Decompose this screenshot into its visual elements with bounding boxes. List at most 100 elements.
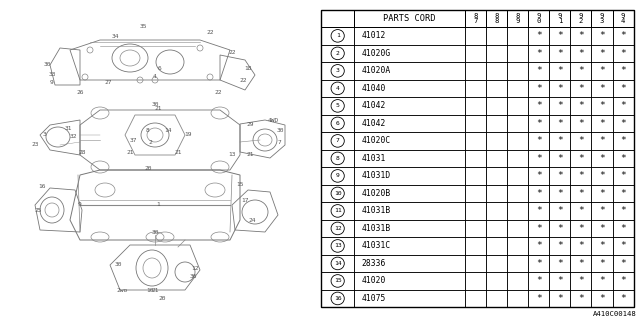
Bar bbox=[570, 115, 591, 132]
Text: *: * bbox=[620, 224, 626, 233]
Text: *: * bbox=[578, 119, 584, 128]
Bar bbox=[486, 10, 507, 27]
Bar bbox=[465, 150, 486, 167]
Text: *: * bbox=[599, 224, 605, 233]
Bar bbox=[507, 27, 528, 44]
Bar bbox=[354, 10, 465, 27]
Bar bbox=[321, 97, 354, 115]
Text: *: * bbox=[557, 294, 563, 303]
Bar bbox=[321, 27, 354, 44]
Text: 27: 27 bbox=[104, 79, 112, 84]
Text: *: * bbox=[536, 154, 541, 163]
Text: 9: 9 bbox=[50, 81, 54, 85]
Bar bbox=[528, 220, 549, 237]
Text: *: * bbox=[620, 154, 626, 163]
Text: *: * bbox=[536, 101, 541, 110]
Bar bbox=[465, 290, 486, 307]
Bar bbox=[612, 237, 634, 255]
Text: 4: 4 bbox=[336, 86, 340, 91]
Bar bbox=[549, 80, 570, 97]
Bar bbox=[549, 62, 570, 80]
Text: *: * bbox=[578, 66, 584, 76]
Bar bbox=[354, 237, 465, 255]
Bar bbox=[354, 44, 465, 62]
Bar bbox=[507, 255, 528, 272]
Bar bbox=[549, 237, 570, 255]
Bar bbox=[612, 150, 634, 167]
Bar bbox=[507, 44, 528, 62]
Bar bbox=[612, 80, 634, 97]
Text: 9
2: 9 2 bbox=[579, 13, 583, 24]
Bar bbox=[549, 115, 570, 132]
Bar bbox=[570, 27, 591, 44]
Text: 41020A: 41020A bbox=[362, 66, 391, 76]
Bar bbox=[570, 272, 591, 290]
Text: *: * bbox=[557, 276, 563, 285]
Text: 12: 12 bbox=[191, 266, 199, 270]
Bar bbox=[486, 255, 507, 272]
Text: *: * bbox=[599, 206, 605, 215]
Text: 30: 30 bbox=[151, 102, 159, 108]
Text: 30: 30 bbox=[276, 127, 284, 132]
Bar bbox=[528, 97, 549, 115]
Text: 8
8: 8 8 bbox=[494, 13, 499, 24]
Bar bbox=[354, 255, 465, 272]
Bar bbox=[486, 202, 507, 220]
Bar bbox=[549, 132, 570, 150]
Bar bbox=[612, 167, 634, 185]
Bar bbox=[549, 97, 570, 115]
Text: 22: 22 bbox=[239, 77, 247, 83]
Text: 41031D: 41031D bbox=[362, 172, 391, 180]
Text: 16: 16 bbox=[38, 185, 45, 189]
Text: 21: 21 bbox=[174, 149, 182, 155]
Text: *: * bbox=[599, 136, 605, 145]
Bar bbox=[612, 255, 634, 272]
Text: 34: 34 bbox=[111, 35, 119, 39]
Bar bbox=[528, 27, 549, 44]
Bar bbox=[528, 44, 549, 62]
Text: 20: 20 bbox=[158, 295, 166, 300]
Text: 2: 2 bbox=[336, 51, 340, 56]
Text: 41031C: 41031C bbox=[362, 241, 391, 251]
Text: *: * bbox=[578, 154, 584, 163]
Bar bbox=[528, 10, 549, 27]
Bar bbox=[465, 132, 486, 150]
Bar bbox=[354, 80, 465, 97]
Bar bbox=[507, 62, 528, 80]
Bar bbox=[507, 272, 528, 290]
Bar bbox=[570, 97, 591, 115]
Text: *: * bbox=[599, 84, 605, 93]
Text: *: * bbox=[578, 224, 584, 233]
Text: *: * bbox=[557, 259, 563, 268]
Bar bbox=[612, 202, 634, 220]
Bar bbox=[612, 185, 634, 202]
Text: A410C00148: A410C00148 bbox=[593, 311, 637, 317]
Text: *: * bbox=[620, 172, 626, 180]
Text: *: * bbox=[599, 101, 605, 110]
Text: *: * bbox=[536, 119, 541, 128]
Text: 8: 8 bbox=[146, 127, 150, 132]
Text: *: * bbox=[557, 189, 563, 198]
Text: *: * bbox=[536, 31, 541, 40]
Text: 37: 37 bbox=[129, 138, 137, 142]
Text: *: * bbox=[620, 136, 626, 145]
Text: 26: 26 bbox=[76, 90, 84, 94]
Text: 8: 8 bbox=[336, 156, 340, 161]
Text: 22: 22 bbox=[214, 90, 221, 94]
Text: 41031B: 41031B bbox=[362, 206, 391, 215]
Bar bbox=[549, 27, 570, 44]
Bar bbox=[570, 44, 591, 62]
Text: *: * bbox=[578, 276, 584, 285]
Bar bbox=[321, 132, 354, 150]
Text: 30: 30 bbox=[44, 62, 51, 68]
Bar bbox=[486, 237, 507, 255]
Text: 9
3: 9 3 bbox=[600, 13, 604, 24]
Bar bbox=[591, 255, 612, 272]
Bar bbox=[486, 185, 507, 202]
Bar bbox=[612, 44, 634, 62]
Bar bbox=[486, 132, 507, 150]
Bar bbox=[591, 202, 612, 220]
Bar bbox=[507, 290, 528, 307]
Bar bbox=[591, 44, 612, 62]
Bar bbox=[612, 62, 634, 80]
